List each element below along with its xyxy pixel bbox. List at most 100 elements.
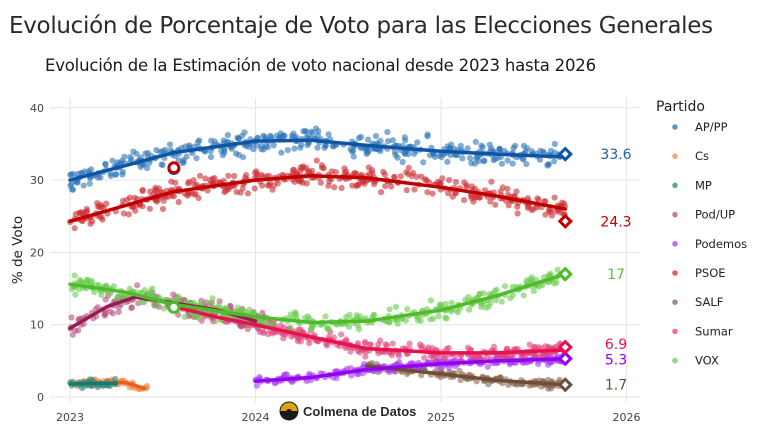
data-point [83,208,91,215]
data-point [528,148,535,155]
data-point [332,169,339,176]
data-point [134,282,141,289]
data-point [395,352,402,359]
legend-label: Pod/UP [695,208,735,222]
data-point [338,184,345,192]
data-point [329,142,336,150]
data-point [239,185,246,192]
data-point [177,295,184,302]
data-point [237,323,244,330]
data-point [414,139,421,146]
data-point [470,354,477,361]
data-point [264,182,272,189]
data-point [524,204,532,211]
data-point [303,180,310,187]
data-point [366,170,373,177]
data-point [290,130,297,137]
data-point [152,184,159,191]
legend-swatch [672,124,678,130]
data-point [86,180,93,187]
data-point [492,201,499,208]
x-tick-label: 2023 [56,411,84,424]
data-point [438,154,445,161]
data-point [94,304,101,311]
trend-line-ap-pp [68,138,568,182]
data-point [99,216,106,223]
data-point [319,164,326,171]
data-point [208,137,215,144]
data-point [354,181,361,188]
data-point [389,137,396,144]
end-value-label: 33.6 [600,147,631,163]
data-point [496,145,503,153]
legend-item: Cs [672,149,709,163]
data-point [107,172,115,179]
legend: Partido AP/PP Cs MP Pod/UP Podemos PSOE SALF Sum… [656,99,747,368]
data-point [96,204,103,211]
data-point [491,155,498,163]
data-point [260,328,267,335]
data-point [509,160,516,167]
legend-item: Pod/UP [672,208,735,222]
data-point [429,345,436,352]
data-point [308,324,315,331]
data-point [435,313,442,320]
y-tick-label: 30 [30,174,44,187]
data-point [146,205,153,212]
data-point [504,185,511,192]
data-point [72,291,79,298]
data-point [484,363,491,370]
legend-swatch [672,241,678,247]
data-point [296,326,303,333]
data-point [68,314,75,321]
data-point [548,212,556,219]
legend-swatch [672,357,678,364]
data-point [101,312,108,319]
data-point [377,337,384,344]
legend-label: Sumar [695,324,733,338]
data-point [357,133,365,141]
end-value-label: 5.3 [605,353,627,369]
trend-line-psoe [68,174,568,224]
legend-item: SALF [672,295,723,309]
data-point [233,188,240,195]
data-point [103,200,110,207]
data-point [153,302,160,309]
legend-label: Podemos [695,237,747,251]
data-point [520,292,527,299]
data-point [274,180,281,187]
data-point [322,142,329,149]
data-point [305,133,312,140]
data-point [114,295,121,302]
data-point [524,277,531,284]
data-point [411,186,418,193]
end-value-label: 24.3 [600,214,631,230]
end-diamond-marker [557,351,573,367]
data-point [315,128,322,135]
data-point [120,197,127,204]
data-point [404,306,411,313]
data-point [235,151,242,159]
data-point [243,143,250,150]
data-point [181,313,188,320]
y-tick-label: 40 [30,102,44,115]
data-point [158,161,165,168]
data-point [476,290,483,297]
data-point [362,340,369,347]
data-point [446,177,453,184]
legend-title: Partido [656,99,705,115]
data-point [397,173,404,180]
end-value-label: 17 [607,267,625,283]
data-point [175,198,182,206]
data-point [287,324,294,331]
data-point [480,158,487,165]
data-point [283,371,290,378]
data-point [166,141,174,148]
legend-swatch [672,182,678,189]
data-point [109,310,116,317]
brand-logo: Colmena de Datos [279,401,416,421]
legend-label: AP/PP [695,120,728,134]
data-point [69,186,77,193]
data-point [262,319,269,327]
legend-item: AP/PP [672,120,728,134]
